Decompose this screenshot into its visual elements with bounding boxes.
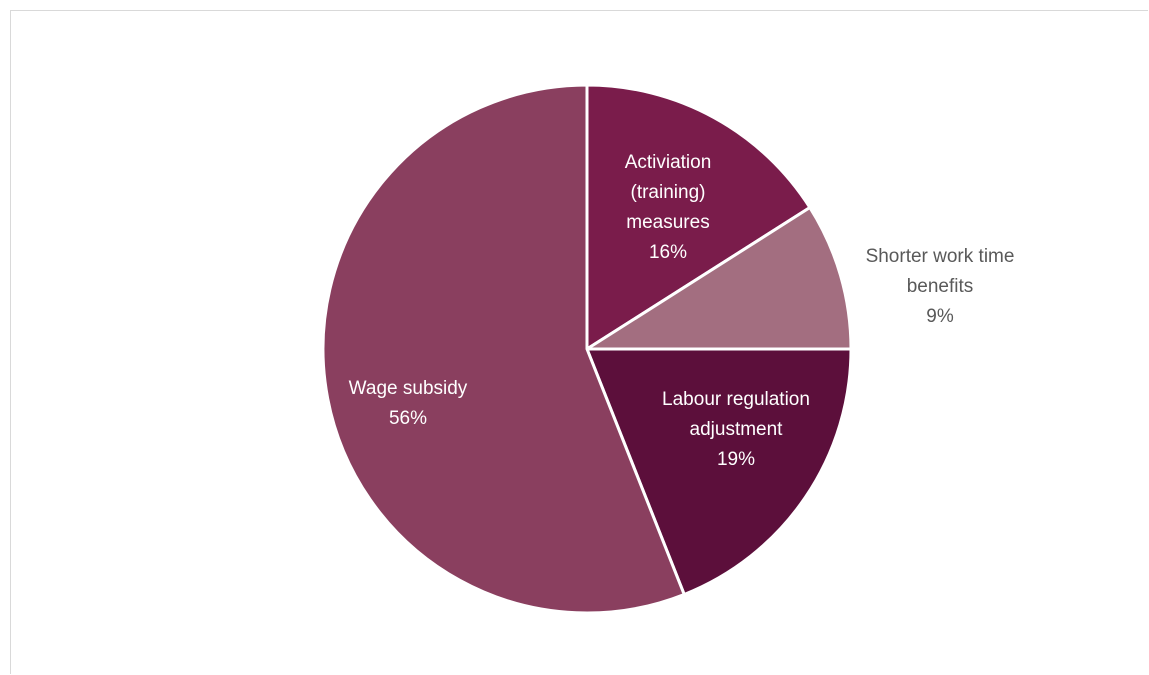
pie-slices bbox=[321, 83, 853, 615]
pie-chart: Activiation (training) measures 16% Shorter … bbox=[321, 83, 1015, 615]
slice-name-label: Wage subsidy bbox=[349, 378, 468, 399]
pie-slice-labour-regulation-adjustment bbox=[585, 347, 853, 596]
pie-slice-wage-subsidy bbox=[321, 83, 686, 615]
slice-name-label: Activiation bbox=[625, 152, 712, 173]
pie-slice-shorter-work-time-benefits bbox=[585, 206, 853, 351]
slice-name-label: benefits bbox=[907, 276, 974, 297]
slice-name-label: adjustment bbox=[690, 419, 784, 440]
slice-label-shorter-work-time-benefits: Shorter work time benefits 9% bbox=[866, 246, 1015, 327]
slice-name-label: measures bbox=[626, 212, 709, 233]
slice-name-label: Shorter work time bbox=[866, 246, 1015, 267]
slice-value-label: 19% bbox=[717, 449, 755, 470]
pie-labels: Activiation (training) measures 16% Shorter … bbox=[349, 152, 1015, 470]
chart-area: Activiation (training) measures 16% Shorter … bbox=[10, 10, 1148, 674]
pie-slice-activiation-training-measures bbox=[585, 83, 812, 351]
slice-value-label: 16% bbox=[649, 242, 687, 263]
slice-name-label: Labour regulation bbox=[662, 389, 810, 410]
slice-name-label: (training) bbox=[631, 182, 706, 203]
slice-value-label: 9% bbox=[926, 306, 954, 327]
slice-label-wage-subsidy: Wage subsidy 56% bbox=[349, 378, 468, 429]
slice-label-labour-regulation-adjustment: Labour regulation adjustment 19% bbox=[662, 389, 810, 470]
slice-value-label: 56% bbox=[389, 408, 427, 429]
slice-label-activiation-training-measures: Activiation (training) measures 16% bbox=[625, 152, 712, 263]
